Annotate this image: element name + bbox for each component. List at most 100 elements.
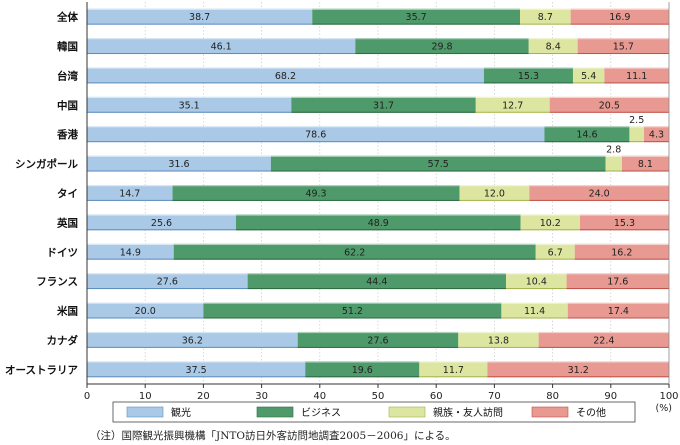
category-label: シンガポール bbox=[15, 158, 78, 171]
bar-segment bbox=[87, 302, 204, 319]
bar-segment bbox=[604, 67, 669, 84]
bar-segment bbox=[87, 67, 484, 84]
value-label: 4.3 bbox=[649, 130, 664, 141]
bar-segment bbox=[87, 331, 298, 348]
bar-segment bbox=[172, 185, 460, 201]
value-label: 78.6 bbox=[305, 130, 326, 141]
value-label: 38.7 bbox=[189, 12, 210, 23]
legend-box bbox=[112, 401, 636, 423]
category-label: 香港 bbox=[56, 128, 78, 141]
value-label: 44.4 bbox=[366, 277, 387, 288]
value-label: 20.5 bbox=[599, 100, 620, 111]
value-label: 13.8 bbox=[488, 335, 509, 346]
x-tick-label: 50 bbox=[372, 391, 385, 402]
bar-segment bbox=[528, 38, 578, 55]
value-label: 12.0 bbox=[484, 189, 505, 200]
bar-segment bbox=[629, 126, 644, 143]
bar-segment bbox=[173, 243, 536, 260]
x-tick-label: 70 bbox=[488, 391, 501, 402]
bar-segment bbox=[270, 155, 606, 172]
bar-segment bbox=[566, 273, 669, 290]
bar-segment bbox=[87, 8, 313, 25]
value-label: 19.6 bbox=[352, 365, 373, 376]
category-label: 台湾 bbox=[57, 69, 78, 82]
value-label: 10.2 bbox=[540, 218, 561, 229]
value-label: 11.1 bbox=[626, 71, 647, 82]
value-label: 15.7 bbox=[613, 42, 634, 53]
value-label: 51.2 bbox=[342, 306, 363, 317]
legend-label: 観光 bbox=[171, 406, 191, 419]
value-label: 6.7 bbox=[548, 247, 563, 258]
value-label: 15.3 bbox=[614, 218, 635, 229]
category-label: フランス bbox=[36, 276, 78, 288]
bar-segment bbox=[538, 331, 669, 348]
bar-segment bbox=[312, 8, 521, 25]
value-label: 16.9 bbox=[609, 12, 630, 23]
value-label: 27.6 bbox=[367, 335, 388, 346]
bar-segment bbox=[621, 155, 669, 172]
x-tick-label: 80 bbox=[546, 391, 559, 402]
category-label: タイ bbox=[57, 188, 78, 200]
bar-segment bbox=[549, 96, 669, 113]
bar-segment bbox=[235, 214, 521, 231]
value-label: 25.6 bbox=[151, 218, 172, 229]
bar-segment bbox=[487, 361, 669, 378]
value-label: 68.2 bbox=[275, 71, 296, 82]
category-label: 全体 bbox=[56, 11, 78, 24]
value-label: 29.8 bbox=[431, 42, 452, 53]
value-label: 2.5 bbox=[629, 115, 644, 126]
value-label: 57.5 bbox=[428, 159, 449, 170]
bar-segment bbox=[483, 67, 573, 84]
value-label: 35.1 bbox=[179, 100, 200, 111]
legend-label: その他 bbox=[576, 406, 606, 419]
bar-segment bbox=[87, 126, 545, 143]
bar-segment bbox=[572, 67, 605, 84]
category-label: 米国 bbox=[56, 305, 78, 318]
bar-segment bbox=[544, 126, 630, 143]
x-axis-unit: (%) bbox=[656, 403, 672, 414]
category-label: 韓国 bbox=[57, 40, 78, 53]
legend-swatch bbox=[531, 406, 569, 418]
bar-segment bbox=[567, 302, 669, 319]
value-label: 27.6 bbox=[157, 277, 178, 288]
legend-swatch bbox=[126, 406, 164, 418]
legend-swatch bbox=[388, 406, 426, 418]
bar-segment bbox=[87, 155, 271, 172]
bar-segment bbox=[87, 273, 248, 290]
value-label: 11.7 bbox=[443, 365, 464, 376]
value-label: 31.2 bbox=[568, 365, 589, 376]
bar-segment bbox=[506, 273, 567, 290]
x-tick-label: 20 bbox=[197, 391, 210, 402]
category-label: 英国 bbox=[56, 216, 78, 229]
bar-segment bbox=[247, 273, 507, 290]
value-label: 17.4 bbox=[608, 306, 629, 317]
bar-segment bbox=[458, 331, 539, 348]
bar-segment bbox=[577, 38, 669, 55]
bar-segment bbox=[87, 243, 174, 260]
bar-segment bbox=[87, 185, 173, 201]
x-tick-label: 90 bbox=[604, 391, 617, 402]
bar-segment bbox=[520, 8, 571, 25]
category-label: オーストラリア bbox=[5, 364, 78, 376]
value-label: 36.2 bbox=[182, 335, 203, 346]
x-tick-label: 0 bbox=[84, 391, 90, 402]
value-label: 31.7 bbox=[373, 100, 394, 111]
value-label: 14.6 bbox=[576, 130, 597, 141]
bar-segment bbox=[459, 185, 530, 201]
value-label: 35.7 bbox=[406, 12, 427, 23]
bar-segment bbox=[643, 126, 669, 143]
value-label: 14.7 bbox=[119, 189, 140, 200]
value-label: 20.0 bbox=[135, 306, 156, 317]
value-label: 37.5 bbox=[186, 365, 207, 376]
bar-segment bbox=[291, 96, 476, 113]
category-label: ドイツ bbox=[47, 247, 79, 259]
legend-label: 親族・友人訪問 bbox=[433, 406, 503, 419]
legend-swatch bbox=[256, 406, 294, 418]
value-label: 48.9 bbox=[368, 218, 389, 229]
category-label: カナダ bbox=[47, 334, 79, 347]
value-label: 5.4 bbox=[581, 71, 596, 82]
bar-segment bbox=[501, 302, 568, 319]
value-label: 11.4 bbox=[524, 306, 545, 317]
bar-segment bbox=[579, 214, 669, 231]
x-tick-label: 10 bbox=[139, 391, 152, 402]
